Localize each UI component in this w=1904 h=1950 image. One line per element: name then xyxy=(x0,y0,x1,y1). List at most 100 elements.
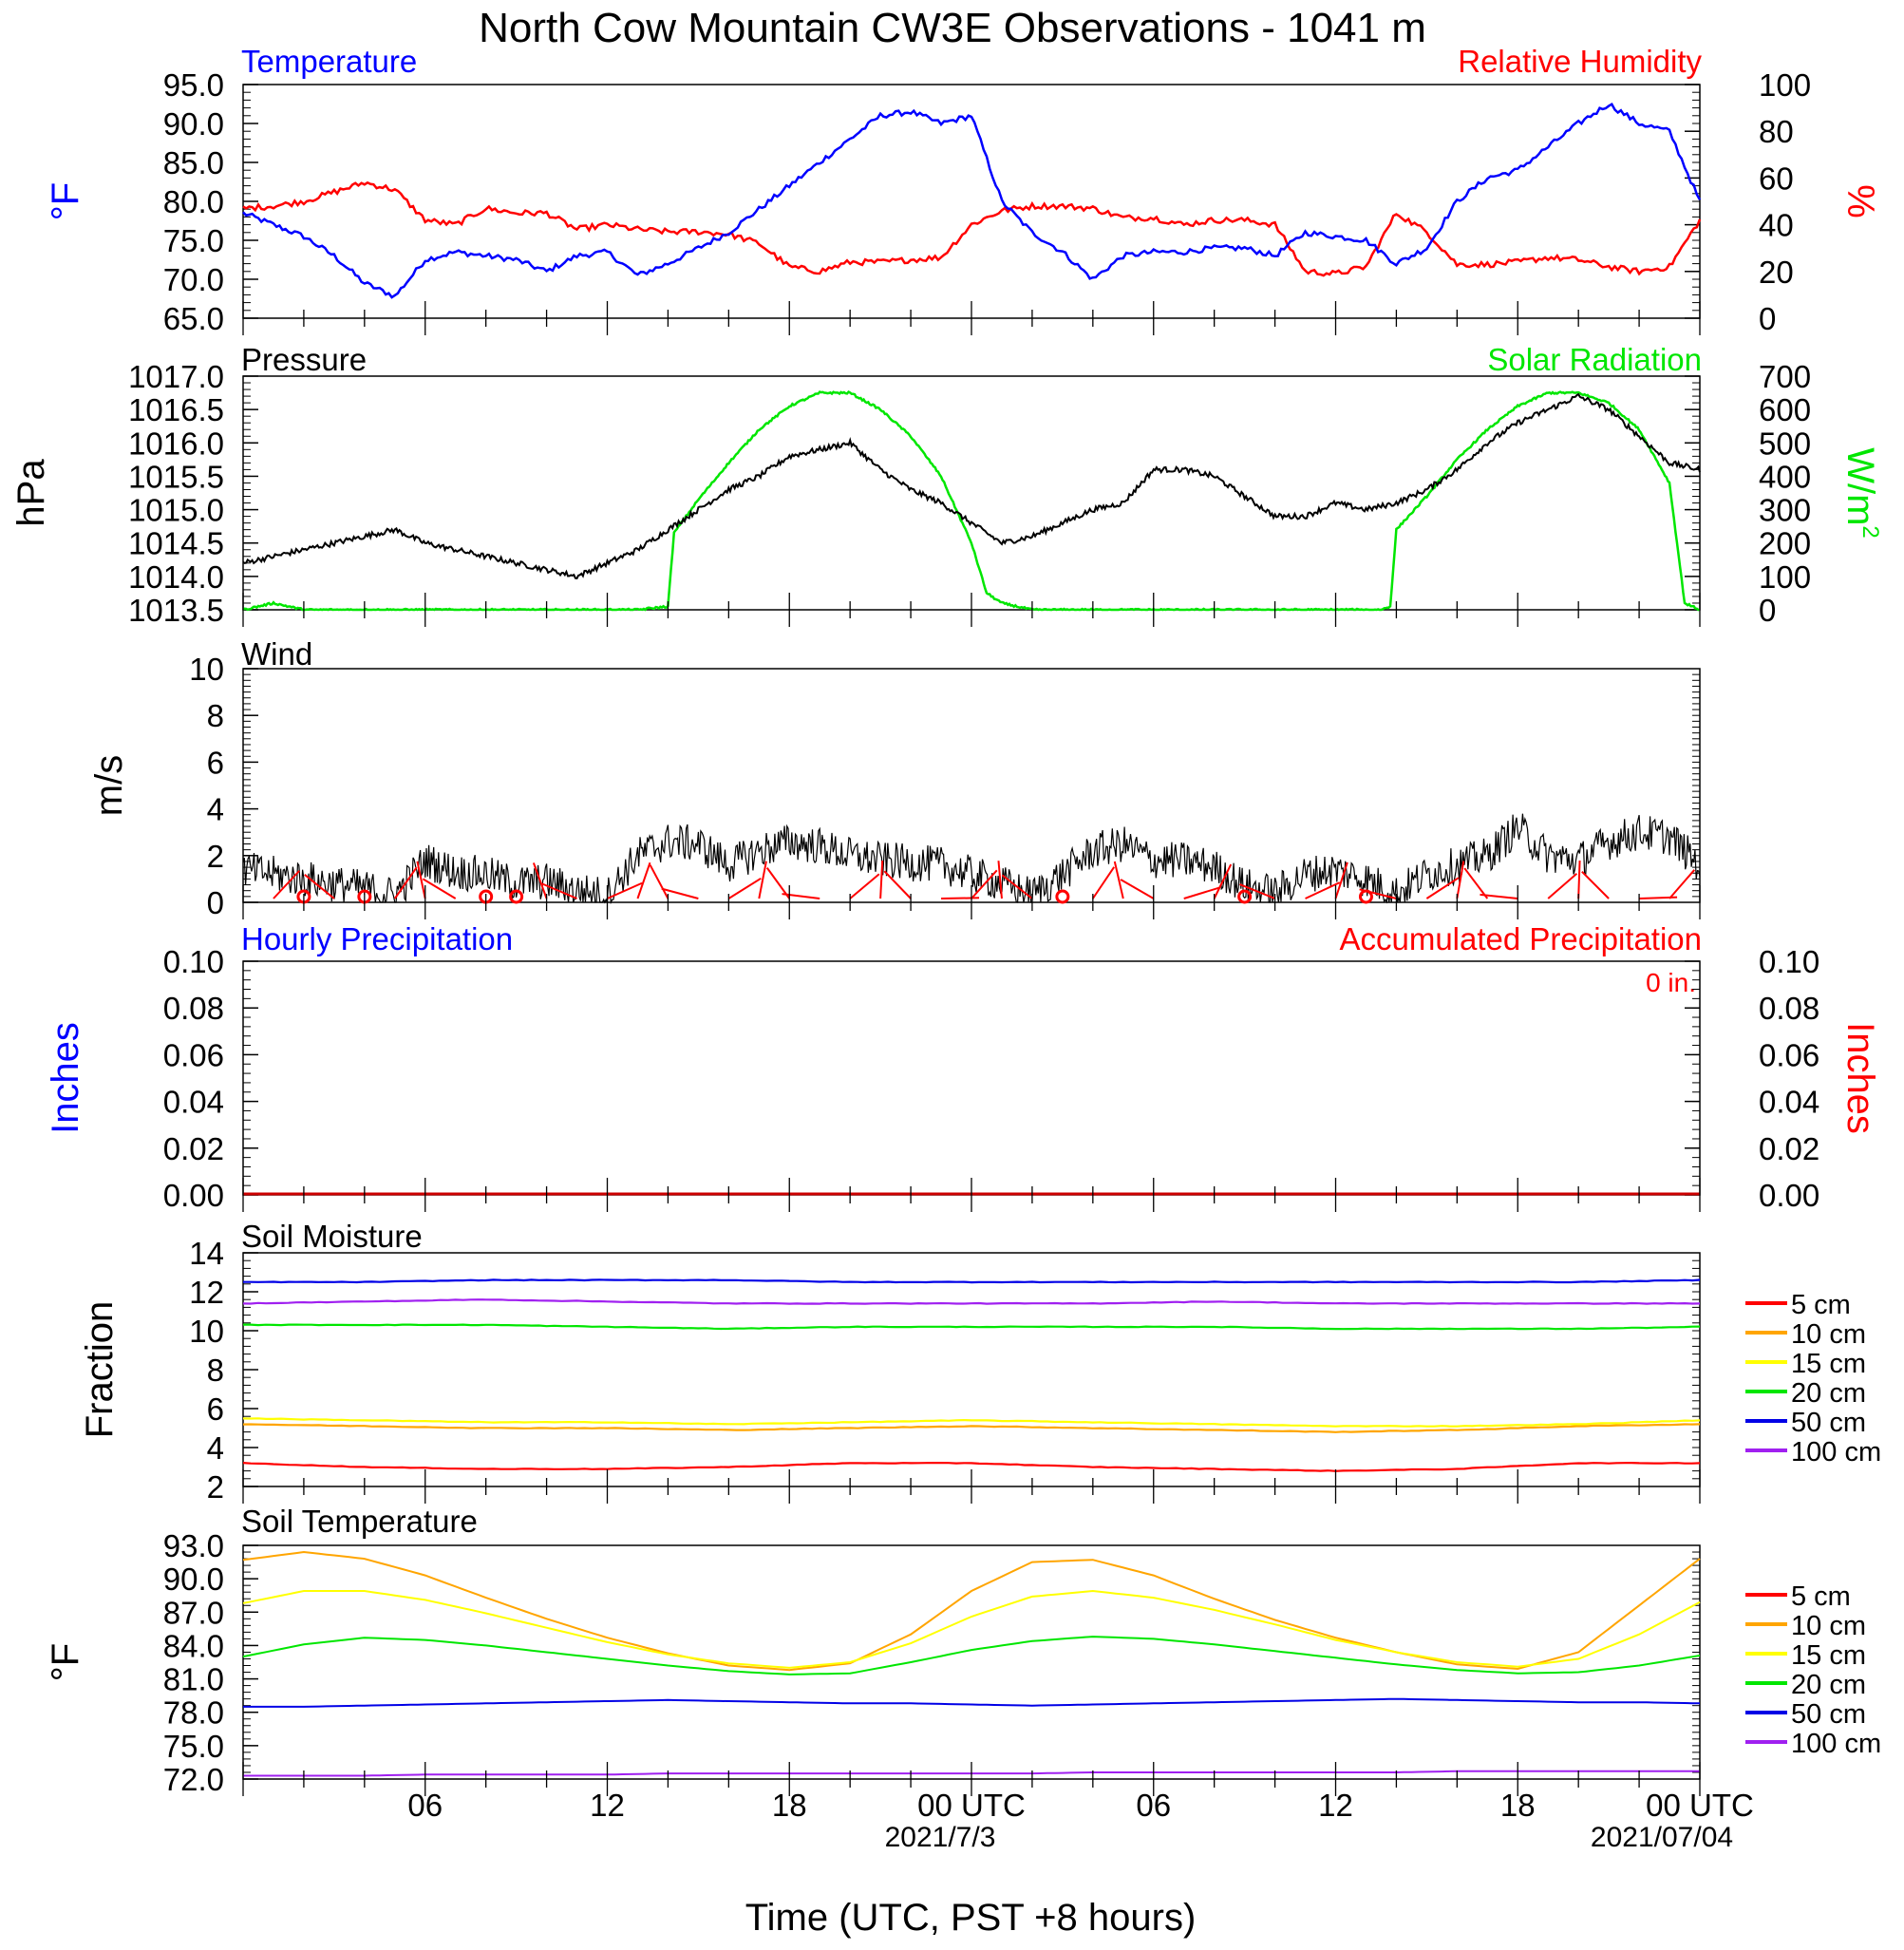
wind-barb xyxy=(1120,879,1155,899)
wind-barb xyxy=(607,881,643,899)
wind-barb xyxy=(1456,861,1465,899)
wind-barb xyxy=(541,882,577,899)
solar-unit: W/m2 xyxy=(1839,447,1883,539)
y-tick-label: 4 xyxy=(207,792,224,827)
wind-barb xyxy=(1213,863,1233,899)
wind-barb xyxy=(971,869,998,899)
wind-barb xyxy=(1001,874,1033,899)
y-tick-label: 500 xyxy=(1759,426,1811,461)
temperature-unit: °F xyxy=(45,182,86,220)
x-tick-label: 00 UTC xyxy=(1646,1788,1754,1823)
y-tick-label: 87.0 xyxy=(163,1595,224,1630)
y-tick-label: 0.02 xyxy=(1759,1131,1819,1166)
wind-barb xyxy=(1577,860,1581,899)
y-tick-label: 90.0 xyxy=(163,1562,224,1597)
wind-barb xyxy=(1092,866,1116,899)
legend-label: 5 cm xyxy=(1791,1290,1851,1320)
x-axis-ticks: 06 12 18 00 UTC 06 12 18 00 UTC xyxy=(407,1788,1753,1823)
temperature-series-line xyxy=(242,102,1702,299)
y-tick-label: 65.0 xyxy=(163,301,224,336)
soil-temperature-right-ticks xyxy=(243,1544,1700,1780)
y-tick-label: 4 xyxy=(207,1430,224,1466)
panel-frame xyxy=(242,375,1701,611)
y-tick-label: 0.08 xyxy=(163,991,224,1026)
y-tick-label: 85.0 xyxy=(163,145,224,180)
wind-barb xyxy=(1113,861,1124,899)
wind-barb xyxy=(883,870,912,899)
legend-label: 50 cm xyxy=(1791,1699,1866,1730)
temperature-axis-ticks: 95.090.085.0 80.0 75.0 70.0 65.0 xyxy=(163,67,1700,336)
soil-moisture-right-ticks xyxy=(243,1252,1700,1487)
x-tick-label: 18 xyxy=(772,1788,807,1823)
x-tick-label: 12 xyxy=(590,1788,625,1823)
y-tick-label: 81.0 xyxy=(163,1662,224,1697)
wind-barb xyxy=(997,861,1003,899)
y-tick-label: 400 xyxy=(1759,459,1811,494)
y-tick-label: 100 xyxy=(1759,559,1811,595)
soil-moisture-title: Soil Moisture xyxy=(241,1219,423,1254)
wind-barb xyxy=(422,878,457,899)
y-tick-label: 0.02 xyxy=(163,1131,224,1166)
x-date-1: 2021/7/3 xyxy=(885,1822,996,1853)
wind-barb xyxy=(1547,873,1578,899)
wind-barb xyxy=(1334,861,1348,899)
panel-frame xyxy=(242,1544,1701,1780)
soil-temperature-panel: Soil Temperature °F 93.090.087.084.081.0… xyxy=(45,1504,1881,1797)
y-tick-label: 700 xyxy=(1759,359,1811,394)
y-tick-label: 0.04 xyxy=(163,1085,224,1120)
y-tick-label: 0.06 xyxy=(1759,1037,1819,1072)
temp-humidity-panel: Temperature Relative Humidity °F % 95.09… xyxy=(45,44,1881,336)
wind-unit: m/s xyxy=(88,755,130,816)
legend-label: 5 cm xyxy=(1791,1581,1851,1612)
temperature-title: Temperature xyxy=(241,44,417,79)
wind-axis-ticks: 10 8 6 4 2 0 xyxy=(189,652,258,920)
wind-barb xyxy=(661,887,699,899)
soil-moisture-ticks: 14 12 10 8 642 xyxy=(189,1236,258,1505)
soil-moisture-line xyxy=(242,1417,1701,1428)
x-tick-label: 18 xyxy=(1500,1788,1536,1823)
legend-label: 100 cm xyxy=(1791,1729,1881,1759)
y-tick-label: 0.06 xyxy=(163,1037,224,1072)
y-tick-label: 95.0 xyxy=(163,67,224,103)
wind-barb xyxy=(532,862,548,899)
soil-moisture-unit: Fraction xyxy=(79,1301,121,1439)
y-tick-label: 200 xyxy=(1759,526,1811,561)
y-tick-label: 12 xyxy=(189,1275,224,1310)
y-tick-label: 0.00 xyxy=(1759,1178,1819,1213)
panel-frame xyxy=(242,84,1701,319)
y-tick-label: 2 xyxy=(207,839,224,874)
hourly-precip-ticks: 0.10 0.08 0.06 0.04 0.02 0.00 xyxy=(163,944,1700,1213)
y-tick-label: 0 xyxy=(1759,593,1776,628)
panel-frame xyxy=(242,960,1701,1196)
y-tick-label: 70.0 xyxy=(163,262,224,297)
y-tick-label: 2 xyxy=(207,1469,224,1505)
y-tick-label: 72.0 xyxy=(163,1762,224,1797)
soil-temperature-unit: °F xyxy=(45,1643,86,1681)
pressure-axis-ticks: 1017.01016.51016.01015.51015.01014.51014… xyxy=(128,359,1700,628)
pressure-unit: hPa xyxy=(10,459,52,527)
humidity-unit: % xyxy=(1839,184,1881,218)
soil-temperature-lines xyxy=(242,1550,1701,1777)
wind-barb xyxy=(636,861,651,899)
wind-barb xyxy=(941,897,980,899)
y-tick-label: 0 xyxy=(1759,301,1776,336)
y-tick-label: 75.0 xyxy=(163,1729,224,1764)
wind-barb xyxy=(782,893,820,899)
wind-barb xyxy=(393,866,418,899)
y-tick-label: 1014.5 xyxy=(128,526,224,561)
wind-panel: Wind m/s 10 8 6 4 2 0 xyxy=(88,636,1701,920)
solar-title: Solar Radiation xyxy=(1487,342,1702,377)
wind-barb xyxy=(304,874,335,899)
humidity-title: Relative Humidity xyxy=(1458,44,1702,79)
x-axis-label: Time (UTC, PST +8 hours) xyxy=(745,1897,1197,1939)
wind-barb xyxy=(1463,867,1489,899)
soil-temperature-ticks: 93.090.087.084.081.078.075.072.0 xyxy=(163,1528,258,1797)
y-tick-label: 80.0 xyxy=(163,184,224,219)
y-tick-label: 60 xyxy=(1759,161,1794,196)
wind-barb xyxy=(1581,871,1610,899)
y-tick-label: 0 xyxy=(207,885,224,920)
wind-speed-line xyxy=(242,813,1701,905)
